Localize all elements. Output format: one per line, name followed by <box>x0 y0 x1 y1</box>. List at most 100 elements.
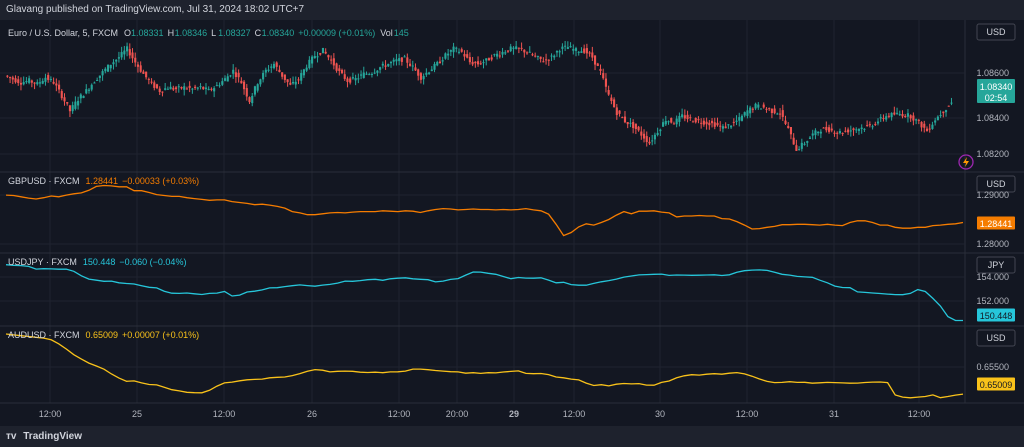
last-price-badge <box>977 377 1015 391</box>
candle-body <box>77 100 80 106</box>
candle-body <box>621 117 624 119</box>
candle-body <box>147 78 150 80</box>
candle-body <box>950 102 953 104</box>
candle-body <box>164 88 167 90</box>
price-tick: 1.08400 <box>976 113 1009 123</box>
candle-body <box>379 67 382 70</box>
candle-body <box>340 69 344 74</box>
candle-body <box>613 99 616 108</box>
candle-body <box>177 86 180 88</box>
last-price-label: 1.28441 <box>980 219 1013 229</box>
candle-body <box>719 125 722 127</box>
tradingview-logo[interactable]: ᴛᴠ TradingView <box>6 426 82 447</box>
candle-body <box>406 57 409 63</box>
candle-body <box>419 73 422 80</box>
currency-button[interactable] <box>976 175 1016 193</box>
candle-body <box>618 110 621 114</box>
candle-body <box>438 61 442 64</box>
candle-body <box>615 107 618 116</box>
candle-body <box>400 57 403 62</box>
candle-body <box>422 76 425 80</box>
candle-body <box>632 122 635 129</box>
candle-body <box>316 56 319 58</box>
candle-body <box>98 75 101 79</box>
candle-body <box>174 87 178 90</box>
candle-body <box>610 97 613 101</box>
candle-body <box>392 59 395 62</box>
legend-symbol[interactable]: USDJPY · FXCM <box>8 257 77 267</box>
candle-body <box>90 84 93 90</box>
chart-stage[interactable]: Euro / U.S. Dollar, 5, FXCM O 1.08331 H 1.08… <box>0 20 1024 426</box>
candle-body <box>730 125 733 128</box>
candle-body <box>343 74 346 79</box>
footer-bar: ᴛᴠ TradingView <box>0 426 1024 447</box>
candle-body <box>841 133 844 135</box>
candle-body <box>66 102 69 104</box>
candle-body <box>838 131 841 134</box>
candle-body <box>506 50 510 52</box>
candle-body <box>294 81 297 85</box>
candle-body <box>286 79 289 83</box>
candle-body <box>936 116 939 121</box>
candle-body <box>14 78 17 83</box>
currency-button[interactable] <box>976 256 1016 274</box>
legend-symbol[interactable]: Euro / U.S. Dollar, 5, FXCM <box>8 28 118 38</box>
candle-body <box>463 53 466 57</box>
candle-body <box>275 62 278 67</box>
currency-button[interactable] <box>976 23 1016 41</box>
candle-body <box>267 69 270 71</box>
candle-body <box>188 85 191 88</box>
candle-body <box>63 97 66 102</box>
candle-body <box>539 56 542 59</box>
price-tick: 1.08000 <box>976 20 1009 22</box>
legend-vol-value: 145 <box>394 28 409 38</box>
candle-body <box>640 131 643 136</box>
candle-body <box>528 51 531 53</box>
candle-body <box>321 47 325 54</box>
candle-body <box>332 58 335 66</box>
candle-body <box>662 122 665 127</box>
candle-body <box>199 86 202 88</box>
price-tick: 154.000 <box>976 272 1009 282</box>
candle-body <box>243 81 246 90</box>
candle-body <box>482 62 485 64</box>
candle-body <box>604 78 607 87</box>
candle-body <box>357 78 360 80</box>
candle-body <box>876 121 880 124</box>
candle-body <box>912 115 915 121</box>
candle-body <box>376 70 379 73</box>
candle-body <box>33 82 36 84</box>
candle-body <box>602 73 605 79</box>
candle-body <box>215 85 218 87</box>
legend-symbol[interactable]: AUDUSD · FXCM <box>8 330 80 340</box>
candle-body <box>558 51 561 53</box>
candle-body <box>700 122 703 124</box>
candle-body <box>87 89 91 91</box>
candle-body <box>60 91 63 99</box>
candle-body <box>798 149 801 151</box>
candle-body <box>166 88 169 90</box>
candle-body <box>452 46 455 53</box>
candle-body <box>384 65 387 67</box>
candle-body <box>428 72 431 74</box>
candle-body <box>319 53 322 55</box>
candle-body <box>19 82 23 85</box>
multi-pane-chart[interactable]: Euro / U.S. Dollar, 5, FXCM O 1.08331 H 1.08… <box>0 20 1024 426</box>
price-tick: 1.08200 <box>976 149 1009 159</box>
candle-body <box>145 71 148 78</box>
legend-ohlc-value: 1.08331 <box>131 28 164 38</box>
candle-body <box>667 121 670 123</box>
alert-lightning-icon[interactable] <box>958 154 974 170</box>
legend-ohlc-value: 1.08346 <box>175 28 208 38</box>
candle-body <box>887 115 890 117</box>
legend-value: 0.65009 <box>86 330 119 340</box>
time-tick: 12:00 <box>736 409 759 419</box>
legend-symbol[interactable]: GBPUSD · FXCM <box>8 176 80 186</box>
candle-body <box>471 61 474 65</box>
candle-body <box>142 71 145 74</box>
candle-body <box>191 88 194 90</box>
candle-body <box>670 118 673 123</box>
legend-value: 1.28441 <box>86 176 119 186</box>
candle-body <box>360 74 363 76</box>
currency-button[interactable] <box>976 329 1016 347</box>
